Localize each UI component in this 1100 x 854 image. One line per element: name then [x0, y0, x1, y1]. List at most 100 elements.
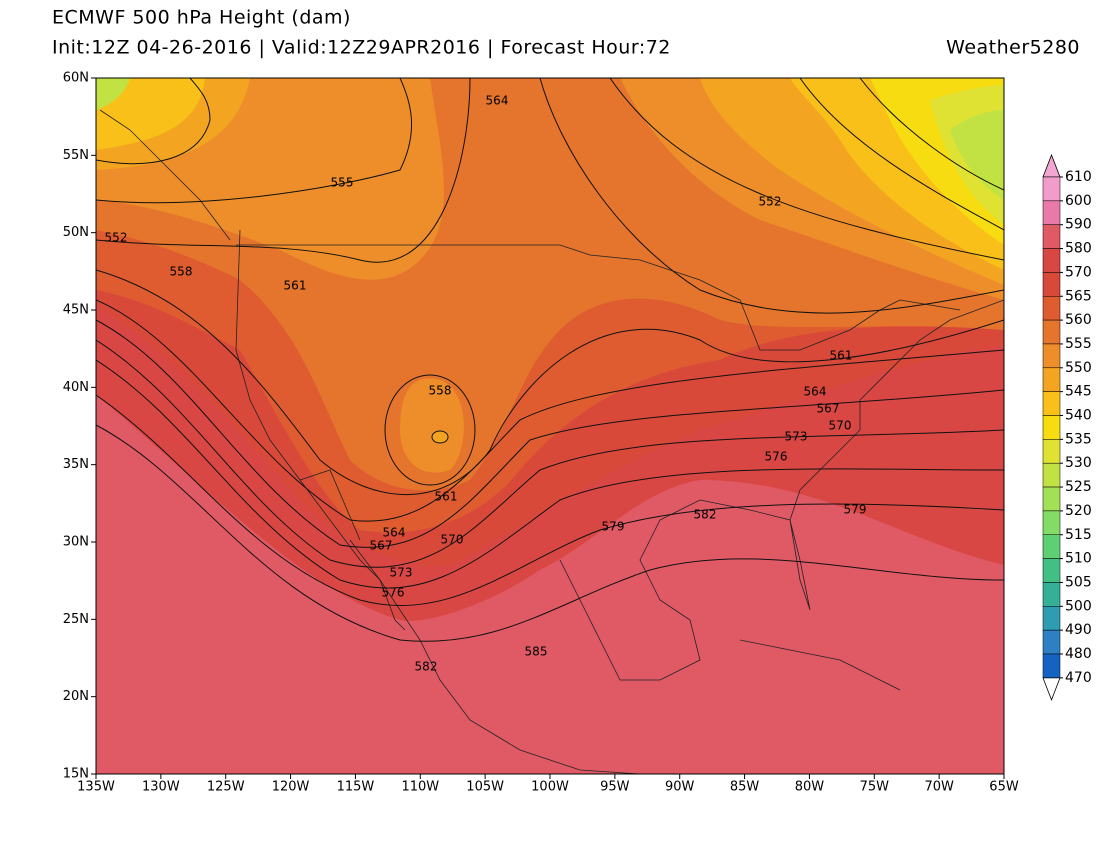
colorbar-top-arrow — [1042, 153, 1061, 178]
contour-label: 573 — [390, 566, 413, 580]
colorbar-label: 525 — [1065, 479, 1092, 495]
colorbar-swatch — [1042, 319, 1061, 345]
lon-tick-label: 105W — [466, 780, 504, 795]
contour-label: 576 — [382, 586, 405, 600]
colorbar-label: 470 — [1065, 670, 1092, 686]
contour-label: 561 — [435, 490, 458, 504]
colorbar-swatch — [1042, 176, 1061, 202]
colorbar-swatch — [1042, 582, 1061, 607]
contour-label: 564 — [486, 94, 509, 108]
contour-label: 570 — [441, 533, 464, 547]
colorbar-swatch — [1042, 272, 1061, 297]
colorbar-label: 560 — [1065, 312, 1092, 328]
contour-label: 582 — [415, 660, 438, 674]
lon-tick-label: 80W — [795, 780, 825, 795]
lon-tick-label: 75W — [860, 780, 890, 795]
colorbar-swatch — [1042, 510, 1061, 535]
height-fill — [96, 78, 1004, 774]
lon-tick-label: 95W — [600, 780, 630, 795]
lon-tick-label: 90W — [665, 780, 695, 795]
colorbar-swatch — [1042, 439, 1061, 464]
lon-tick-label: 65W — [989, 780, 1019, 795]
title: ECMWF 500 hPa Height (dam) — [52, 7, 351, 29]
lat-tick-label: 40N — [63, 380, 89, 395]
lon-tick-label: 115W — [337, 780, 375, 795]
colorbar-label: 600 — [1065, 193, 1092, 209]
contour-label: 582 — [694, 508, 717, 522]
colorbar-label: 490 — [1065, 622, 1092, 638]
subtitle: Init:12Z 04-26-2016 | Valid:12Z29APR2016… — [52, 37, 671, 59]
colorbar-label: 540 — [1065, 408, 1092, 424]
colorbar-swatch — [1042, 200, 1061, 225]
colorbar-label: 500 — [1065, 598, 1092, 614]
contour-label: 555 — [331, 176, 354, 190]
contour-label: 585 — [525, 645, 548, 659]
contour-label: 552 — [105, 231, 128, 245]
colorbar-swatch — [1042, 629, 1061, 655]
lat-tick-label: 35N — [63, 457, 89, 472]
colorbar-label: 590 — [1065, 217, 1092, 233]
contour-label: 579 — [602, 520, 625, 534]
lat-tick-label: 15N — [63, 767, 89, 782]
lon-tick-label: 100W — [531, 780, 569, 795]
colorbar-swatch — [1042, 653, 1061, 679]
colorbar-swatch — [1042, 415, 1061, 440]
colorbar-label: 555 — [1065, 336, 1092, 352]
lat-tick-label: 50N — [63, 225, 89, 240]
lon-tick-label: 125W — [207, 780, 245, 795]
height-band — [400, 378, 464, 473]
contour-label: 567 — [817, 402, 840, 416]
contour-label: 567 — [370, 539, 393, 553]
colorbar-swatch — [1042, 606, 1061, 631]
lat-tick-label: 45N — [63, 303, 89, 318]
colorbar-label: 570 — [1065, 264, 1092, 280]
lat-tick-label: 25N — [63, 612, 89, 627]
height-band — [96, 78, 205, 150]
contour-label: 558 — [429, 384, 452, 398]
contour-label: 552 — [759, 195, 782, 209]
lon-tick-label: 85W — [730, 780, 760, 795]
lon-tick-label: 135W — [77, 780, 115, 795]
colorbar-swatch — [1042, 224, 1061, 249]
colorbar-label: 505 — [1065, 574, 1092, 590]
colorbar-label: 580 — [1065, 241, 1092, 257]
lon-tick-label: 110W — [401, 780, 439, 795]
colorbar-label: 550 — [1065, 360, 1092, 376]
contour-label: 558 — [170, 265, 193, 279]
contour-lines — [96, 78, 1004, 642]
height-band — [950, 110, 1004, 200]
colorbar-swatch — [1042, 486, 1061, 512]
lat-tick-label: 60N — [63, 71, 89, 86]
contour-label: 570 — [829, 419, 852, 433]
contour-label: 561 — [830, 349, 853, 363]
colorbar-swatch — [1042, 296, 1061, 321]
colorbar-swatch — [1042, 558, 1061, 583]
colorbar-label: 520 — [1065, 503, 1092, 519]
colorbar-label: 565 — [1065, 288, 1092, 304]
credit: Weather5280 — [946, 37, 1080, 59]
contour-label: 564 — [383, 526, 406, 540]
colorbar-label: 515 — [1065, 527, 1092, 543]
colorbar-label: 510 — [1065, 551, 1092, 567]
lon-tick-label: 120W — [272, 780, 310, 795]
contour-label: 579 — [844, 503, 867, 517]
colorbar-swatch — [1042, 367, 1061, 392]
contour-label: 564 — [804, 385, 827, 399]
height-band — [96, 78, 130, 110]
lon-tick-label: 70W — [924, 780, 954, 795]
colorbar-swatch — [1042, 534, 1061, 559]
colorbar-swatch — [1042, 343, 1061, 369]
lat-tick-label: 30N — [63, 535, 89, 550]
colorbar-label: 535 — [1065, 431, 1092, 447]
colorbar-label: 610 — [1065, 169, 1092, 185]
colorbar-bottom-arrow — [1042, 677, 1061, 701]
lat-tick-label: 20N — [63, 689, 89, 704]
colorbar-label: 545 — [1065, 384, 1092, 400]
colorbar-label: 480 — [1065, 646, 1092, 662]
contour-label: 561 — [284, 279, 307, 293]
colorbar-swatch — [1042, 391, 1061, 416]
colorbar-swatch — [1042, 248, 1061, 273]
lon-tick-label: 130W — [142, 780, 180, 795]
contour-label: 576 — [765, 450, 788, 464]
